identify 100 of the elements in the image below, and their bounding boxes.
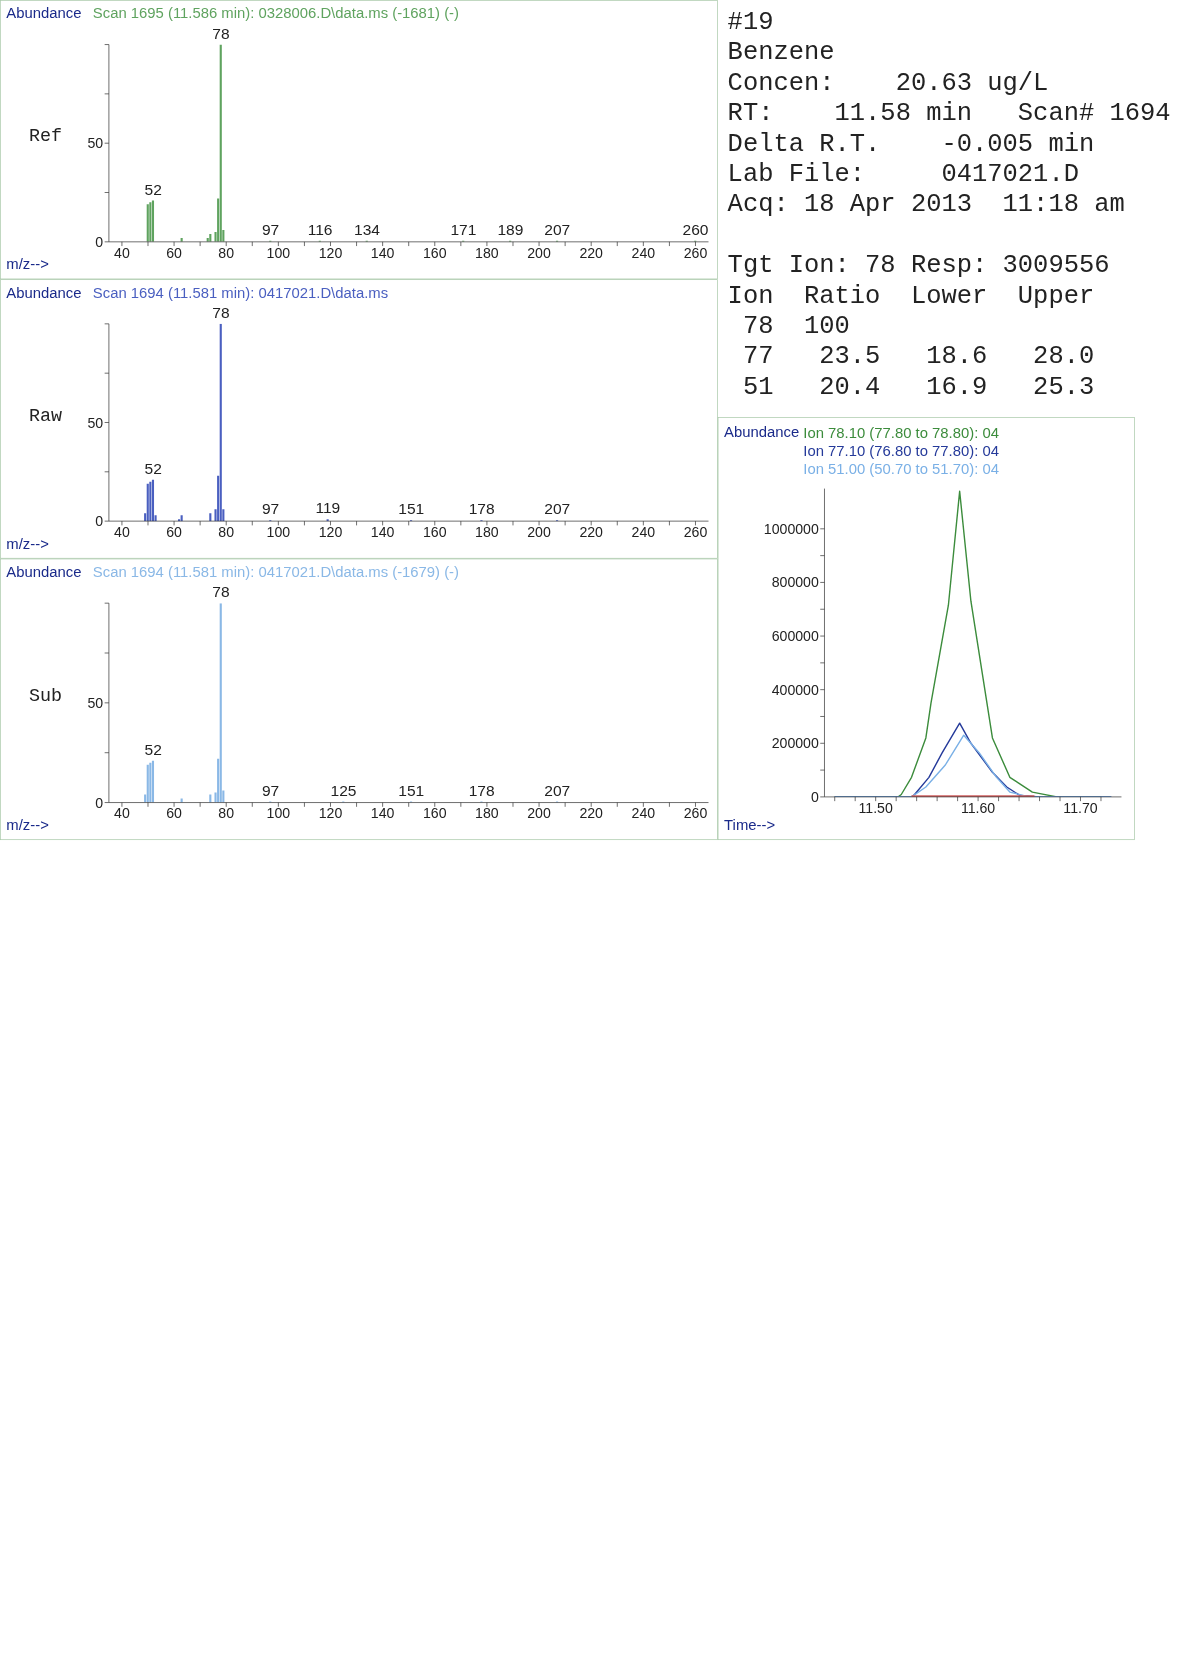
text: Ref — [28, 125, 63, 147]
text: Ion Ratio Lower Upper — [727, 280, 1096, 312]
bar — [151, 760, 155, 803]
x-tick-label: 140 — [370, 805, 395, 822]
x-tick-label: 240 — [631, 523, 656, 540]
annotation: 116 — [307, 221, 333, 239]
bar — [219, 44, 222, 242]
x-tick-label: 100 — [266, 805, 291, 822]
y-tick-label: 0 — [95, 513, 104, 530]
annotation: 151 — [398, 500, 425, 518]
annotation: 207 — [544, 500, 571, 518]
x-tick-label: 100 — [266, 244, 291, 261]
x-tick-label: 200 — [527, 805, 551, 822]
x-tick-label: 120 — [318, 244, 343, 261]
x-tick-label: 60 — [166, 805, 183, 822]
x-tick-label: 60 — [166, 523, 183, 540]
x-tick-label: 220 — [579, 805, 604, 822]
bar — [180, 515, 183, 522]
y-tick-label: 1000000 — [763, 520, 819, 537]
y-tick-label: 800000 — [771, 574, 819, 591]
bar — [149, 481, 152, 522]
bar — [149, 762, 152, 803]
annotation: 178 — [468, 781, 495, 799]
x-tick-label: 140 — [370, 523, 395, 540]
text: Raw — [28, 404, 63, 427]
bar — [146, 483, 149, 522]
x-tick-label: 200 — [527, 523, 551, 540]
x-tick-label: 140 — [370, 244, 395, 261]
annotation: 134 — [354, 221, 381, 239]
text: 78 100 — [741, 311, 851, 342]
y-tick-label: 0 — [810, 788, 819, 805]
bar — [149, 202, 152, 242]
y-axis-title: Abundance — [6, 284, 82, 301]
x-tick-label: 80 — [218, 523, 235, 540]
x-tick-label: 160 — [422, 523, 447, 540]
x-tick-label: 200 — [527, 244, 551, 261]
x-tick-label: 220 — [579, 523, 604, 540]
x-tick-label: 60 — [166, 244, 183, 261]
x-tick-label: 40 — [114, 523, 130, 540]
annotation: 78 — [212, 304, 230, 322]
annotation: 78 — [212, 583, 230, 601]
bar — [151, 200, 155, 242]
y-axis-title: Abundance — [724, 423, 800, 441]
annotation: 178 — [468, 500, 495, 518]
text: Acq: 18 Apr 2013 11:18 am — [727, 189, 1126, 220]
annotation: 97 — [261, 221, 280, 239]
chart-title: Scan 1694 (11.581 min): 0417021.D\data.ms (-1679) (-) — [92, 563, 460, 580]
x-tick-label: 40 — [114, 805, 130, 822]
y-tick-label: 400000 — [771, 681, 819, 698]
chart-title: Scan 1695 (11.586 min): 0328006.D\data.ms (-1681) (-) — [92, 4, 460, 22]
text: 77 23.5 18.6 28.0 — [741, 341, 1096, 372]
x-tick-label: 240 — [631, 805, 656, 822]
text: RT: 11.58 min Scan# 1694 — [727, 98, 1172, 129]
x-tick-label: 40 — [114, 244, 130, 261]
x-tick-label: 11.60 — [960, 799, 996, 816]
x-tick-label: 180 — [475, 805, 499, 822]
x-tick-label: 180 — [475, 523, 499, 540]
bar — [209, 513, 212, 522]
annotation: 119 — [315, 499, 341, 517]
x-tick-label: 160 — [422, 805, 447, 822]
y-tick-label: 50 — [87, 694, 104, 711]
x-tick-label: 11.50 — [858, 799, 893, 816]
x-tick-label: 80 — [218, 244, 235, 261]
text: Lab File: 0417021.D — [727, 159, 1080, 190]
x-tick-label: 160 — [422, 244, 447, 261]
annotation: 171 — [450, 221, 477, 239]
x-tick-label: 100 — [266, 523, 291, 540]
y-tick-label: 50 — [87, 135, 104, 152]
text: Ion 51.00 (50.70 to 51.70): 04 — [803, 460, 999, 479]
bar — [146, 764, 149, 803]
x-tick-label: 120 — [318, 523, 343, 540]
text: Ion 78.10 (77.80 to 78.80): 04 — [803, 423, 999, 442]
x-tick-label: 180 — [475, 244, 499, 261]
y-tick-label: 0 — [95, 794, 104, 811]
annotation: 97 — [261, 500, 280, 518]
bar — [219, 323, 222, 522]
text: Tgt Ion: 78 Resp: 3009556 — [727, 250, 1111, 281]
x-tick-label: 260 — [683, 523, 708, 540]
x-tick-label: 11.70 — [1063, 799, 1098, 816]
text: Benzene — [727, 37, 836, 68]
text: Delta R.T. -0.005 min — [727, 128, 1096, 160]
annotation: 52 — [144, 460, 162, 478]
annotation: 52 — [144, 180, 162, 198]
bar — [146, 204, 149, 242]
text: 51 20.4 16.9 25.3 — [741, 371, 1096, 403]
y-axis-title: Abundance — [6, 563, 82, 580]
text: Sub — [28, 685, 63, 707]
y-axis-title: Abundance — [6, 4, 82, 22]
text: Ion 77.10 (76.80 to 77.80): 04 — [803, 441, 999, 461]
x-axis-title: m/z--> — [6, 255, 49, 273]
y-tick-label: 200000 — [771, 735, 819, 752]
x-tick-label: 260 — [683, 805, 708, 822]
text: #19 — [727, 7, 775, 38]
annotation: 260 — [682, 221, 709, 239]
x-tick-label: 120 — [318, 805, 343, 822]
text: Concen: 20.63 ug/L — [727, 67, 1050, 99]
y-tick-label: 600000 — [771, 628, 819, 645]
chart-title: Scan 1694 (11.581 min): 0417021.D\data.ms — [92, 284, 389, 301]
bar — [151, 479, 155, 522]
annotation: 207 — [544, 221, 571, 239]
